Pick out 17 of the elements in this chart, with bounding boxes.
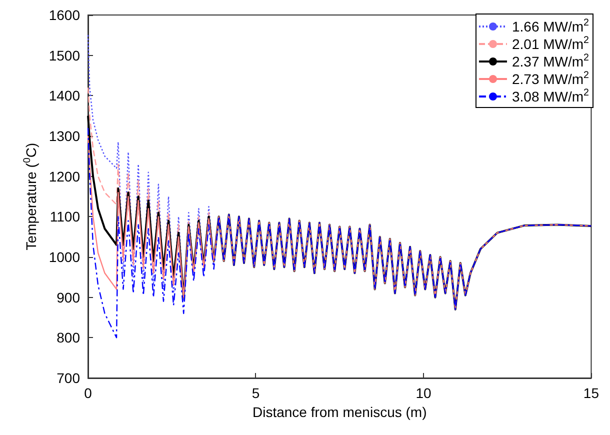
y-tick-label: 700 [56,370,80,386]
x-tick-label: 5 [252,385,260,401]
line-series [87,127,592,338]
y-tick-label: 1300 [48,128,80,144]
y-tick-label: 1000 [48,249,80,265]
x-tick-label: 15 [583,385,600,401]
y-tick-label: 1100 [50,208,80,225]
y-tick-label: 1200 [48,168,80,184]
x-tick-label: 0 [84,385,92,401]
x-tick-label: 10 [416,385,432,401]
y-tick-label: 900 [56,289,80,306]
y-tick-label: 1600 [48,7,80,23]
y-axis-title: Temperature (0C) [22,142,39,250]
x-axis-title: Distance from meniscus (m) [252,404,427,420]
y-tick-label: 1400 [48,88,80,104]
y-tick-label: 1500 [48,47,80,64]
y-tick-label: 800 [56,330,80,346]
